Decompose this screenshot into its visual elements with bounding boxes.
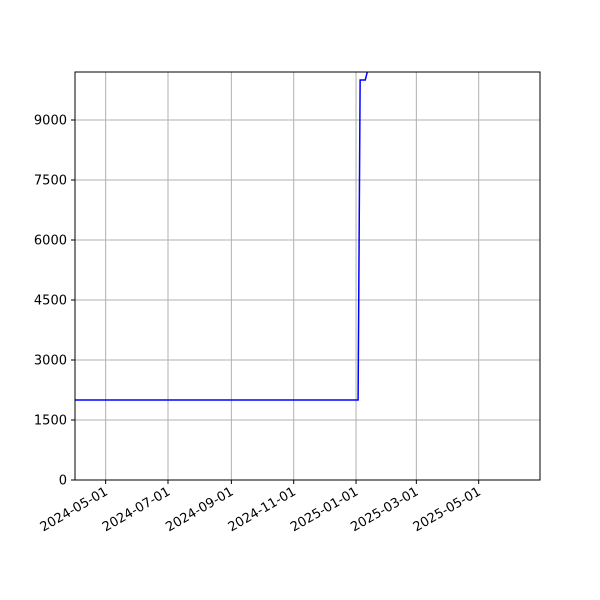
- x-tick-label: 2024-11-01: [226, 484, 299, 535]
- y-tick-label: 6000: [34, 234, 67, 249]
- y-tick-label: 9000: [34, 114, 67, 129]
- y-tick-label: 3000: [34, 354, 67, 369]
- x-tick-label: 2024-07-01: [100, 484, 173, 535]
- x-tick-label: 2024-09-01: [163, 484, 236, 535]
- y-tick-label: 7500: [34, 174, 67, 189]
- grid-lines: [75, 72, 540, 481]
- axes-frame: [74, 71, 541, 481]
- x-tick-label: 2025-03-01: [348, 484, 421, 535]
- x-axis-ticks: 2024-05-012024-07-012024-09-012024-11-01…: [38, 480, 484, 535]
- x-tick-label: 2024-05-01: [38, 484, 111, 535]
- plot-area: [75, 72, 369, 401]
- y-tick-label: 4500: [34, 294, 67, 309]
- y-axis-ticks: 0 1500 3000 4500 6000 7500 9000: [34, 114, 75, 489]
- y-tick-label: 1500: [34, 414, 67, 429]
- x-tick-label: 2025-01-01: [288, 484, 361, 535]
- y-tick-label: 0: [59, 474, 67, 489]
- x-tick-label: 2025-05-01: [411, 484, 484, 535]
- series-line: [75, 72, 369, 401]
